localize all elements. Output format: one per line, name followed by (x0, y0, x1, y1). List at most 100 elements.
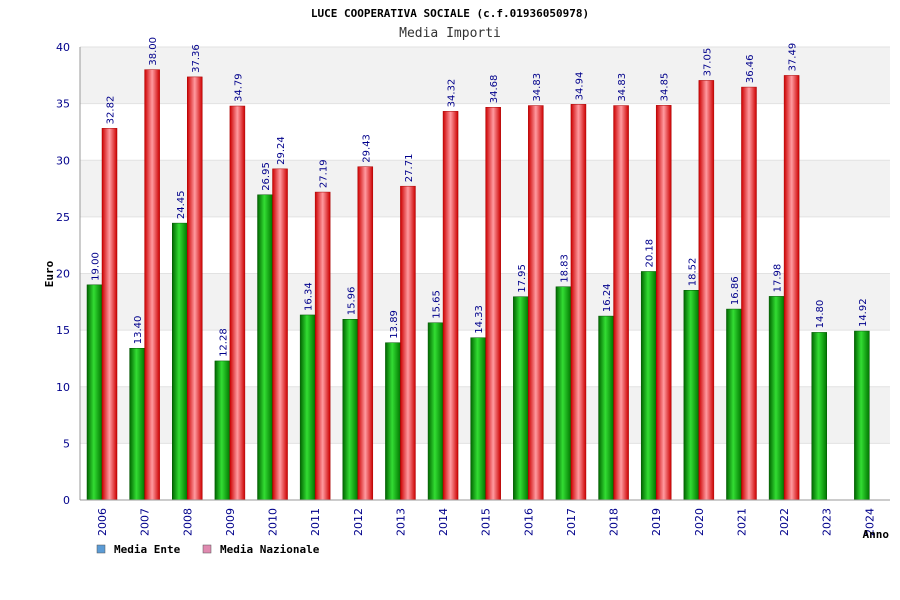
y-tick-label: 25 (56, 211, 70, 224)
data-label: 34.68 (489, 75, 500, 104)
x-tick-label: 2018 (608, 508, 621, 536)
data-label: 29.43 (361, 134, 372, 163)
legend-label: Media Ente (114, 543, 181, 556)
data-label: 29.24 (276, 136, 287, 165)
data-label: 27.71 (404, 154, 415, 183)
bar-media-ente-2009 (214, 360, 231, 501)
bar-media-ente-2013 (385, 342, 401, 501)
data-label: 34.85 (660, 73, 671, 102)
y-tick-label: 0 (63, 494, 70, 507)
bar-media-nazionale-2012 (357, 166, 374, 501)
bar-media-ente-2021 (726, 308, 742, 501)
bar-media-ente-2020 (683, 290, 700, 501)
data-label: 38.00 (148, 37, 159, 66)
bar-media-nazionale-2013 (400, 185, 416, 501)
bar-media-ente-2012 (342, 319, 359, 501)
x-tick-label: 2012 (352, 508, 365, 536)
legend-swatch (202, 544, 212, 554)
data-label: 32.82 (106, 96, 117, 125)
x-tick-label: 2017 (565, 508, 578, 536)
y-tick-label: 10 (56, 381, 70, 394)
data-label: 34.83 (532, 73, 543, 102)
y-tick-label: 5 (63, 437, 70, 450)
x-tick-label: 2024 (863, 508, 876, 536)
data-label: 12.28 (218, 328, 229, 357)
data-label: 13.89 (389, 310, 400, 339)
data-label: 14.92 (858, 298, 869, 327)
y-tick-label: 15 (56, 324, 70, 337)
y-tick-label: 40 (56, 41, 70, 54)
bar-media-nazionale-2008 (187, 76, 203, 501)
bar-media-nazionale-2007 (144, 69, 160, 501)
x-tick-label: 2020 (693, 508, 706, 536)
y-tick-label: 20 (56, 268, 70, 281)
bar-media-ente-2016 (513, 296, 529, 501)
bar-media-ente-2019 (640, 271, 657, 501)
data-labels: 19.00 32.82 13.40 38.00 24.45 37.36 12.28 34.79… (91, 37, 869, 357)
bar-media-nazionale-2022 (783, 75, 800, 501)
x-tick-label: 2013 (394, 508, 407, 536)
y-axis-ticks: 0 5 10 15 20 25 30 35 40 (56, 41, 70, 507)
y-tick-label: 30 (56, 154, 70, 167)
bar-media-nazionale-2016 (528, 105, 544, 501)
x-tick-label: 2016 (522, 508, 535, 536)
data-label: 14.33 (474, 305, 485, 334)
bar-media-nazionale-2018 (613, 105, 629, 501)
x-tick-label: 2008 (181, 508, 194, 536)
data-label: 20.18 (645, 239, 656, 268)
bar-media-nazionale-2006 (101, 128, 118, 501)
x-tick-label: 2019 (650, 508, 663, 536)
bar-media-ente-2022 (768, 296, 785, 501)
bar-media-ente-2006 (86, 284, 103, 501)
data-label: 16.86 (730, 276, 741, 305)
bar-media-ente-2017 (555, 286, 572, 501)
data-label: 17.98 (773, 264, 784, 293)
chart-title: LUCE COOPERATIVA SOCIALE (c.f.0193605097… (311, 7, 589, 20)
data-label: 16.34 (304, 282, 315, 311)
x-tick-label: 2023 (821, 508, 834, 536)
data-label: 34.94 (574, 72, 585, 101)
bar-media-nazionale-2021 (741, 86, 757, 501)
data-label: 36.46 (745, 54, 756, 83)
bar-media-ente-2015 (470, 337, 486, 501)
x-tick-label: 2011 (309, 508, 322, 536)
bar-media-ente-2011 (299, 314, 316, 501)
data-label: 27.19 (319, 159, 330, 188)
x-axis-ticks: 2006 2007 2008 2009 2010 2011 2012 2013 2014 2015… (96, 508, 876, 536)
data-label: 18.83 (559, 254, 570, 283)
x-tick-label: 2015 (480, 508, 493, 536)
data-label: 16.24 (602, 283, 613, 312)
x-tick-label: 2009 (224, 508, 237, 536)
legend-label: Media Nazionale (220, 543, 320, 556)
x-axis-label: Anno (863, 528, 890, 541)
legend-swatch (96, 544, 106, 554)
data-label: 13.40 (133, 316, 144, 345)
data-label: 34.79 (233, 73, 244, 102)
bar-media-nazionale-2015 (485, 106, 501, 501)
data-label: 26.95 (261, 162, 272, 191)
data-label: 18.52 (687, 258, 698, 287)
data-label: 37.05 (702, 48, 713, 77)
x-tick-label: 2006 (96, 508, 109, 536)
bar-media-ente-2010 (257, 194, 273, 501)
bar-media-ente-2008 (172, 222, 188, 501)
bar-media-ente-2014 (427, 322, 444, 501)
x-tick-label: 2022 (778, 508, 791, 536)
bar-media-nazionale-2014 (442, 111, 459, 501)
data-label: 19.00 (91, 252, 102, 281)
bars (86, 69, 870, 501)
bar-media-nazionale-2011 (314, 191, 331, 501)
y-tick-label: 35 (56, 98, 70, 111)
bar-media-ente-2018 (598, 315, 614, 501)
data-label: 14.80 (815, 300, 826, 329)
data-label: 15.96 (346, 287, 357, 316)
bar-media-nazionale-2017 (570, 104, 587, 501)
bar-media-ente-2007 (129, 347, 145, 501)
data-label: 24.45 (176, 190, 187, 219)
bar-media-nazionale-2009 (229, 105, 246, 501)
bar-media-ente-2023 (811, 332, 827, 501)
bar-media-ente-2024 (854, 330, 870, 501)
data-label: 15.65 (432, 290, 443, 319)
data-label: 37.49 (788, 43, 799, 72)
